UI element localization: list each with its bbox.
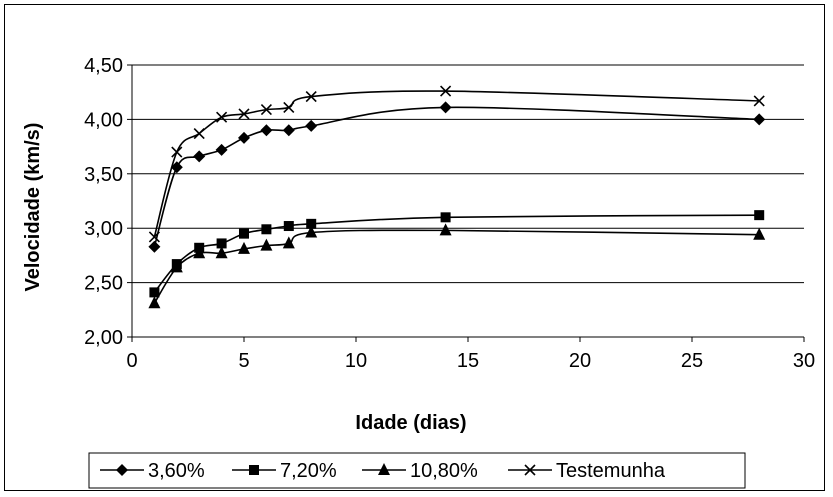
data-point: [149, 287, 160, 298]
x-tick-label: 0: [126, 350, 137, 372]
data-point: [439, 101, 452, 114]
data-point: [754, 210, 765, 221]
legend-marker: [249, 465, 259, 475]
x-tick-label: 10: [345, 350, 367, 372]
data-point: [170, 161, 183, 174]
x-axis-title: Idade (dias): [355, 412, 466, 434]
data-point: [282, 124, 295, 137]
data-point: [215, 246, 228, 259]
x-marker-stroke: [283, 101, 295, 113]
legend-marker: [378, 463, 390, 475]
data-point: [239, 228, 249, 239]
legend-entry-4: Testemunha: [508, 460, 666, 482]
y-tick-label: 3,50: [84, 164, 123, 186]
series-layer: [148, 85, 766, 309]
data-point: [193, 246, 206, 259]
x-marker-stroke: [524, 464, 536, 476]
data-point: [148, 296, 161, 309]
data-point: [261, 224, 272, 235]
data-point: [148, 240, 161, 253]
series-line: [153, 106, 760, 247]
y-tick-label: 3,00: [84, 218, 123, 240]
legend-label: Testemunha: [556, 460, 666, 482]
legend-entry-2: 7,20%: [232, 460, 337, 482]
data-point: [753, 113, 766, 126]
series-1: [148, 101, 766, 253]
x-marker-stroke: [305, 90, 317, 103]
chart-frame: 2,00 2,50 3,00 3,50 4,00 4,50 0 5 10 15 20 25 30 Ida…: [4, 4, 825, 491]
legend-marker: [524, 464, 536, 476]
data-point: [753, 95, 765, 107]
data-point: [283, 101, 295, 113]
legend-entry-3: 10,80%: [362, 460, 478, 482]
y-tick-label: 4,50: [84, 55, 123, 77]
data-point: [283, 221, 294, 232]
legend: 3,60% 7,20% 10,80% Testemunha: [88, 452, 746, 489]
x-marker-stroke: [216, 111, 228, 123]
data-point: [193, 150, 206, 163]
series-3: [148, 223, 766, 309]
legend-label: 7,20%: [280, 460, 337, 482]
data-point: [260, 124, 273, 137]
x-tick-label: 20: [569, 350, 591, 372]
series-line: [153, 229, 760, 304]
legend-label: 10,80%: [410, 460, 478, 482]
data-point: [238, 131, 250, 144]
data-point: [216, 238, 227, 249]
legend-entry-1: 3,60%: [100, 460, 205, 482]
x-tick-label: 30: [793, 350, 815, 372]
data-point: [305, 90, 317, 103]
x-tick-label: 5: [238, 350, 249, 372]
data-point: [260, 104, 272, 116]
y-tick-label: 2,50: [84, 273, 123, 295]
x-marker-stroke: [193, 127, 205, 140]
data-point: [305, 225, 318, 238]
x-marker-stroke: [753, 95, 765, 107]
data-point: [306, 218, 317, 229]
data-point: [305, 119, 318, 132]
x-tick-label: 25: [681, 350, 703, 372]
x-marker-stroke: [440, 85, 452, 97]
data-point: [216, 111, 228, 123]
legend-box: [88, 452, 746, 489]
grid-lines: [132, 64, 804, 338]
line-chart: 2,00 2,50 3,00 3,50 4,00 4,50 0 5 10 15 20 25 30 Ida…: [22, 55, 815, 489]
y-tick-label: 4,00: [84, 109, 123, 131]
series-4: [148, 85, 765, 243]
data-point: [439, 223, 452, 236]
data-point: [170, 260, 183, 273]
axes: 2,00 2,50 3,00 3,50 4,00 4,50 0 5 10 15 20 25 30: [84, 55, 815, 372]
data-point: [193, 127, 205, 140]
legend-marker: [116, 464, 128, 476]
data-point: [215, 143, 228, 156]
x-marker-stroke: [148, 231, 160, 243]
data-point: [440, 85, 452, 97]
x-tick-label: 15: [457, 350, 479, 372]
data-point: [238, 241, 250, 254]
data-point: [148, 231, 160, 243]
data-point: [260, 238, 273, 251]
data-point: [282, 236, 295, 249]
y-tick-label: 2,00: [84, 327, 123, 349]
x-marker-stroke: [238, 108, 250, 120]
data-point: [753, 227, 766, 240]
legend-label: 3,60%: [148, 460, 205, 482]
data-point: [171, 146, 183, 158]
y-axis-title: Velocidade (km/s): [22, 123, 44, 292]
data-point: [440, 212, 451, 223]
x-marker-stroke: [260, 104, 272, 116]
data-point: [238, 108, 250, 120]
x-marker-stroke: [171, 146, 183, 158]
